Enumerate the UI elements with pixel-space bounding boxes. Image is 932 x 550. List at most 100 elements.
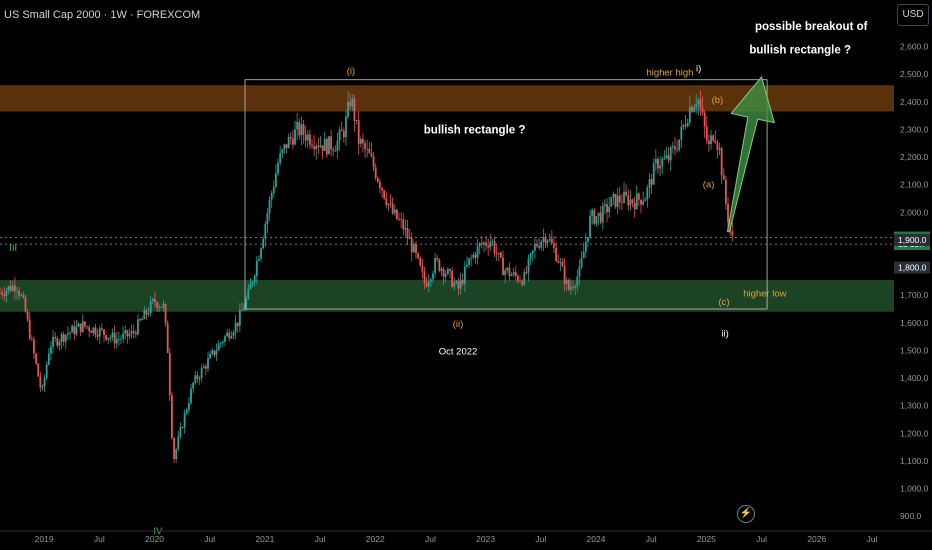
candle-body [618,195,621,202]
currency-button[interactable]: USD [897,4,929,26]
candle-body [497,252,500,255]
candle-body [612,193,615,198]
candle-body [50,346,52,354]
candle-body [137,319,139,335]
candle-body [446,269,449,274]
candle-body [69,332,71,334]
candle-body [226,332,229,337]
candle-body [126,330,129,337]
candle-body [357,120,360,144]
candle-body [376,177,379,182]
candle-body [355,120,358,121]
candle-body [251,281,254,285]
candle-body [402,219,405,230]
candle-body [7,286,10,291]
candle-body [141,318,144,321]
candle-body [86,326,88,328]
candle-body [13,285,16,292]
candle-body [347,101,349,117]
candle-body [9,286,12,291]
candle-body [60,334,63,342]
candle-body [111,332,114,338]
candle-body [578,266,581,277]
candle-body [241,310,243,311]
candle-body [351,98,354,107]
annotation-label: possible breakout of [755,21,868,33]
candle-body [427,281,430,287]
candle-body [302,124,305,135]
candle-body [606,204,608,213]
candle-body [550,238,553,244]
candle-body [716,142,719,150]
candle-body [296,121,299,130]
candle-body [648,179,651,188]
candle-body [160,306,163,308]
candle-body [228,332,231,339]
candle-body [614,193,617,207]
candle-body [283,144,286,150]
candle-body [362,139,364,144]
candle-body [181,427,184,428]
candle-body [506,267,509,271]
x-tick-label: Jul [866,534,877,544]
y-tick-label: 1,100.0 [900,456,929,466]
candle-body [686,122,689,127]
candle-body [574,286,577,288]
candle-body [438,259,441,271]
candle-body [120,338,122,340]
candle-body [262,238,265,249]
candle-body [453,282,456,287]
candle-body [285,144,288,149]
candle-body [81,321,84,332]
x-tick-label: Jul [425,534,436,544]
candle-body [640,199,642,205]
candle-body [202,366,205,369]
candle-body [608,206,611,213]
price-label-box [894,233,930,246]
candle-body [502,257,504,276]
x-tick-label: 2022 [366,534,385,544]
candle-body [705,126,708,141]
candle-body [567,280,570,290]
candle-body [0,292,1,294]
candle-body [54,336,57,339]
candle-body [504,270,507,276]
candle-body [563,266,566,284]
y-tick-label: 2,300.0 [900,124,929,134]
candle-body [200,368,203,379]
candle-body [523,272,526,285]
candle-body [374,167,377,178]
x-tick-label: Jul [646,534,657,544]
candle-body [472,254,475,258]
candle-body [130,331,133,335]
annotation-label: (a) [703,179,715,190]
candle-body [128,334,131,337]
y-tick-label: 1,200.0 [900,428,929,438]
x-tick-label: 2023 [476,534,495,544]
candle-body [330,136,333,150]
annotation-label: (c) [718,297,729,308]
candle-body [41,386,44,388]
candle-body [253,276,256,282]
candle-body [697,99,700,105]
candle-body [20,295,23,296]
candle-body [429,279,432,282]
candle-body [340,129,343,132]
candle-body [661,158,664,166]
x-tick-label: Jul [535,534,546,544]
candle-body [525,272,528,273]
candle-body [143,310,146,319]
candle-body [328,136,330,155]
candle-body [139,319,141,321]
flash-icon[interactable]: ⚡ [737,505,755,523]
candle-body [275,173,277,187]
candle-body [209,353,212,359]
candle-body [219,343,222,345]
candle-body [459,279,462,289]
candle-body [646,187,649,200]
x-tick-label: 2025 [697,534,716,544]
candle-body [149,301,152,314]
candle-body [5,290,8,297]
x-tick-label: 2020 [145,534,164,544]
